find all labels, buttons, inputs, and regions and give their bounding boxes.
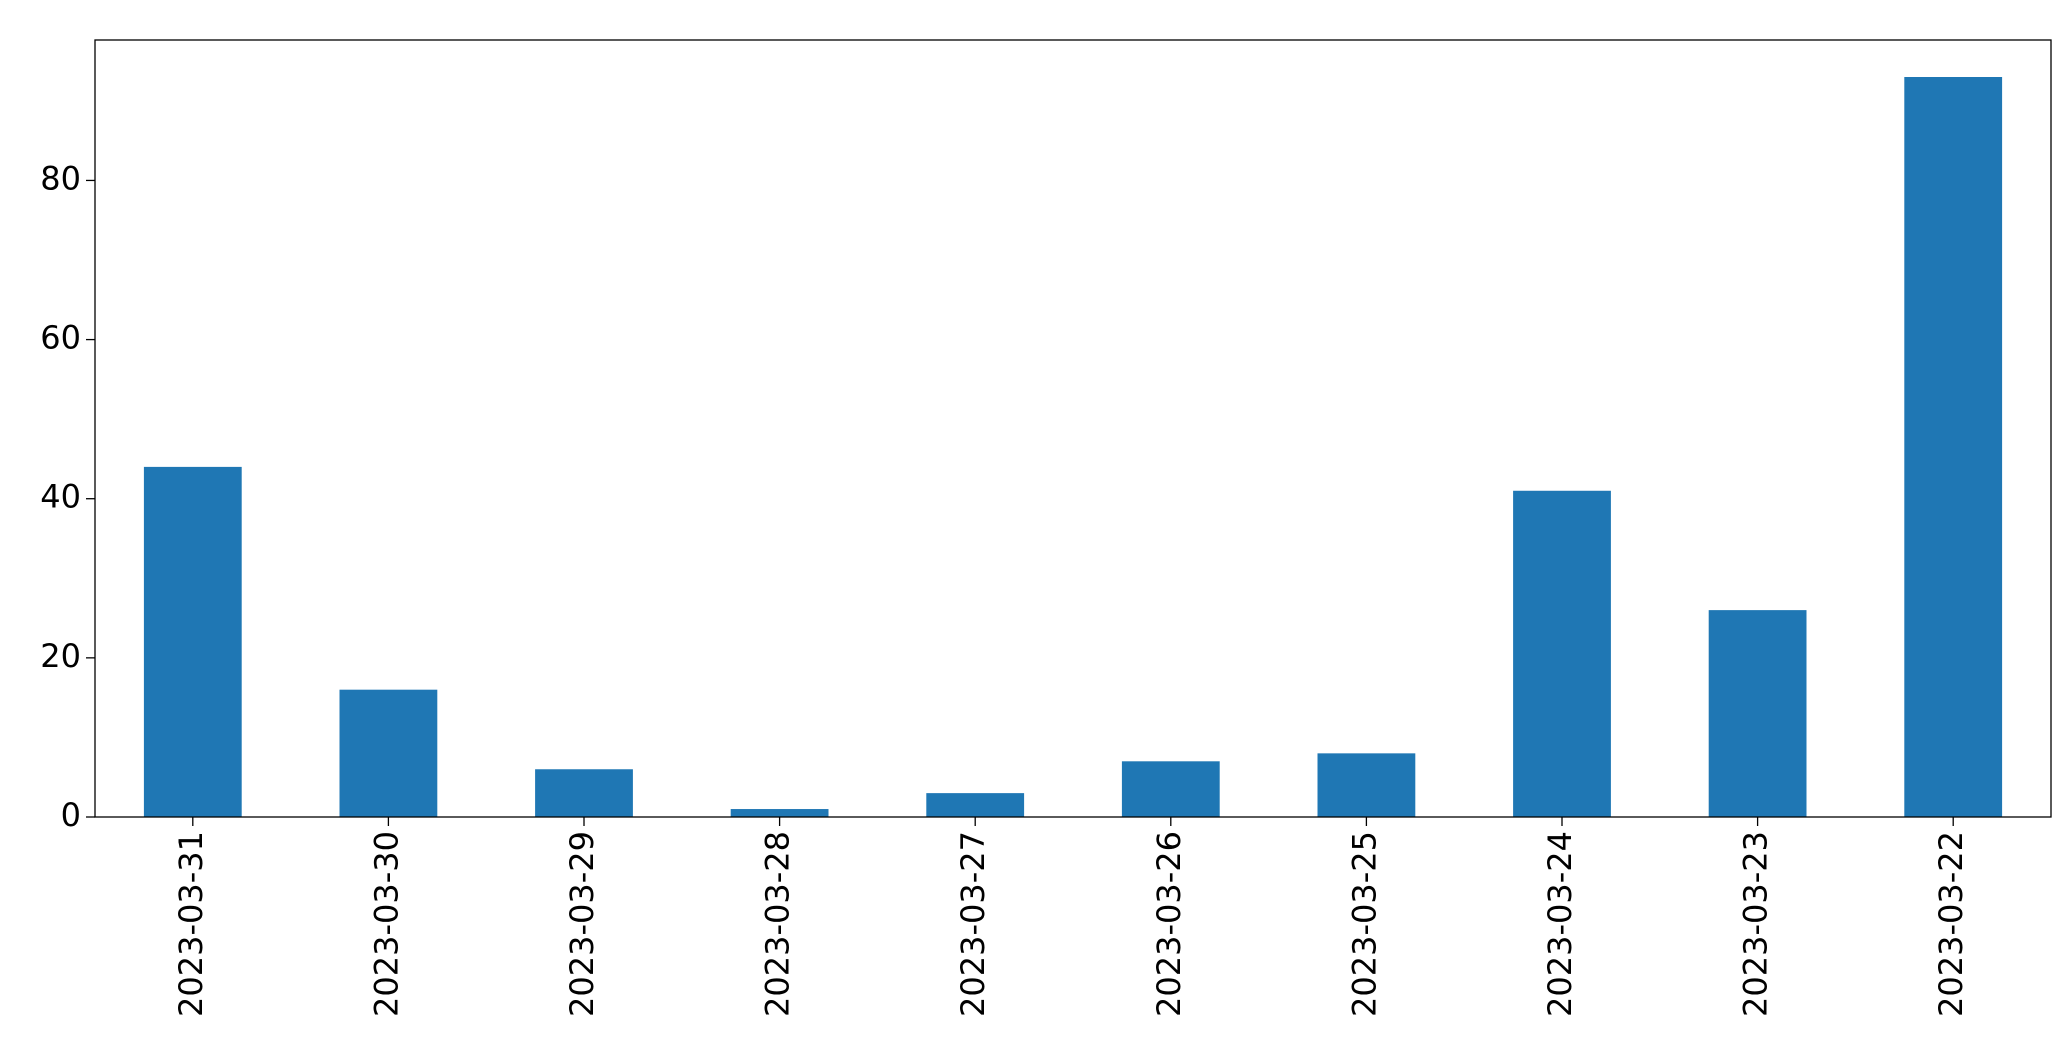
bar <box>1708 610 1807 817</box>
x-tick-label: 2023-03-30 <box>367 831 405 1017</box>
x-tick-label: 2023-03-26 <box>1150 831 1188 1017</box>
bar <box>1121 761 1220 817</box>
plot-frame <box>94 39 2052 818</box>
bar <box>1904 77 2003 817</box>
bar <box>143 466 242 817</box>
bar <box>1513 490 1611 817</box>
bar <box>535 769 633 817</box>
y-tick-label: 40 <box>40 478 81 516</box>
x-tick-label: 2023-03-28 <box>759 831 797 1017</box>
y-tick-label: 60 <box>40 319 81 357</box>
x-tick-label: 2023-03-27 <box>954 831 992 1017</box>
x-tick-label: 2023-03-24 <box>1541 831 1579 1017</box>
bar <box>1317 753 1416 817</box>
bar <box>730 809 829 817</box>
bar <box>926 793 1025 817</box>
x-tick-label: 2023-03-25 <box>1345 831 1383 1017</box>
bar <box>339 689 438 817</box>
x-tick-label: 2023-03-31 <box>172 831 210 1017</box>
y-tick-label: 0 <box>61 796 81 834</box>
x-tick-label: 2023-03-22 <box>1932 831 1970 1017</box>
x-tick-label: 2023-03-29 <box>563 831 601 1017</box>
x-tick-label: 2023-03-23 <box>1737 831 1775 1017</box>
y-tick-label: 80 <box>40 159 81 197</box>
y-tick-label: 20 <box>40 637 81 675</box>
